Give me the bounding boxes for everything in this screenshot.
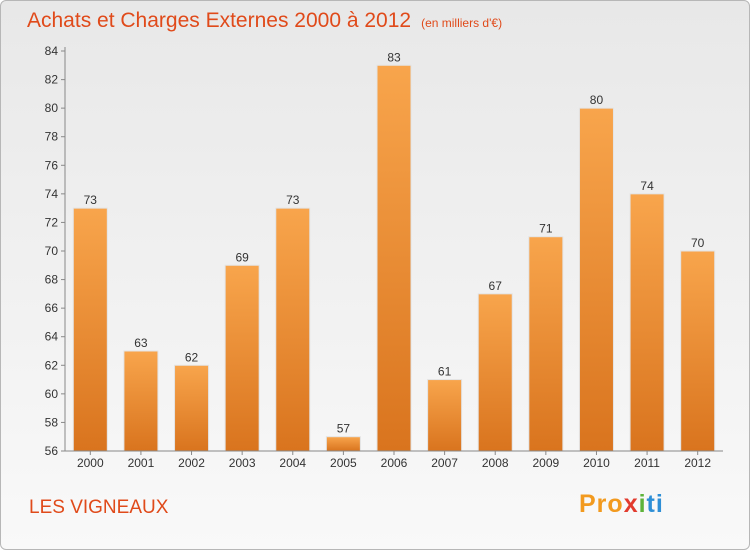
data-label-2008: 67 bbox=[489, 279, 503, 293]
x-tick-label-2003: 2003 bbox=[229, 456, 256, 470]
proxiti-logo: Proxiti bbox=[579, 490, 664, 519]
x-tick-label-2010: 2010 bbox=[583, 456, 610, 470]
bar-2003 bbox=[224, 264, 260, 452]
bar-2002 bbox=[174, 364, 210, 452]
y-tick-label: 58 bbox=[45, 415, 59, 429]
data-label-2010: 80 bbox=[590, 93, 604, 107]
logo-part-4: ti bbox=[646, 490, 664, 518]
x-tick-label-2012: 2012 bbox=[684, 456, 711, 470]
x-tick-label-2004: 2004 bbox=[279, 456, 306, 470]
data-label-2009: 71 bbox=[539, 222, 553, 236]
data-label-2004: 73 bbox=[286, 193, 300, 207]
location-label: LES VIGNEAUX bbox=[29, 497, 169, 518]
y-tick-label: 78 bbox=[45, 130, 59, 144]
bar-2009 bbox=[528, 236, 564, 452]
y-tick-label: 60 bbox=[45, 387, 59, 401]
chart-unit: (en milliers d'€) bbox=[421, 16, 503, 30]
bar-2001 bbox=[123, 350, 159, 452]
x-tick-label-2002: 2002 bbox=[178, 456, 205, 470]
x-tick-label-2000: 2000 bbox=[77, 456, 104, 470]
data-label-2002: 62 bbox=[185, 350, 199, 364]
y-tick-label: 68 bbox=[45, 273, 59, 287]
y-tick-label: 66 bbox=[45, 301, 59, 315]
data-label-2003: 69 bbox=[235, 250, 249, 264]
x-tick-label-2009: 2009 bbox=[532, 456, 559, 470]
y-tick-label: 70 bbox=[45, 244, 59, 258]
bar-2010 bbox=[578, 107, 614, 452]
bar-2008 bbox=[477, 293, 513, 452]
logo-part-3: i bbox=[638, 490, 647, 518]
chart-title: Achats et Charges Externes 2000 à 2012 (e… bbox=[27, 9, 502, 33]
x-tick-label-2011: 2011 bbox=[634, 456, 660, 470]
y-tick-label: 80 bbox=[45, 101, 59, 115]
y-tick-label: 74 bbox=[45, 187, 59, 201]
bar-2004 bbox=[275, 207, 311, 452]
x-tick-label-2008: 2008 bbox=[482, 456, 509, 470]
x-tick-label-2007: 2007 bbox=[431, 456, 458, 470]
y-tick-label: 56 bbox=[45, 444, 59, 458]
x-tick-label-2005: 2005 bbox=[330, 456, 357, 470]
y-tick-label: 64 bbox=[45, 330, 59, 344]
logo-part-1: Pro bbox=[579, 490, 624, 518]
bar-2007 bbox=[427, 379, 463, 452]
chart-title-text: Achats et Charges Externes 2000 à 2012 bbox=[27, 9, 412, 32]
bar-2006 bbox=[376, 64, 412, 452]
data-label-2001: 63 bbox=[134, 336, 148, 350]
data-label-2007: 61 bbox=[438, 365, 452, 379]
x-tick-label-2006: 2006 bbox=[381, 456, 408, 470]
bar-2005 bbox=[325, 436, 361, 452]
y-tick-label: 76 bbox=[45, 158, 59, 172]
bar-2012 bbox=[680, 250, 716, 452]
y-tick-label: 62 bbox=[45, 358, 59, 372]
y-tick-label: 84 bbox=[45, 44, 59, 58]
data-label-2005: 57 bbox=[337, 422, 351, 436]
data-label-2006: 83 bbox=[387, 50, 401, 64]
data-label-2011: 74 bbox=[640, 179, 654, 193]
x-tick-label-2001: 2001 bbox=[128, 456, 155, 470]
y-tick-label: 72 bbox=[45, 215, 59, 229]
data-label-2012: 70 bbox=[691, 236, 705, 250]
bar-2000 bbox=[72, 207, 108, 452]
logo-part-2: x bbox=[623, 490, 639, 518]
bar-2011 bbox=[629, 193, 665, 452]
data-label-2000: 73 bbox=[84, 193, 98, 207]
y-tick-label: 82 bbox=[45, 73, 59, 87]
